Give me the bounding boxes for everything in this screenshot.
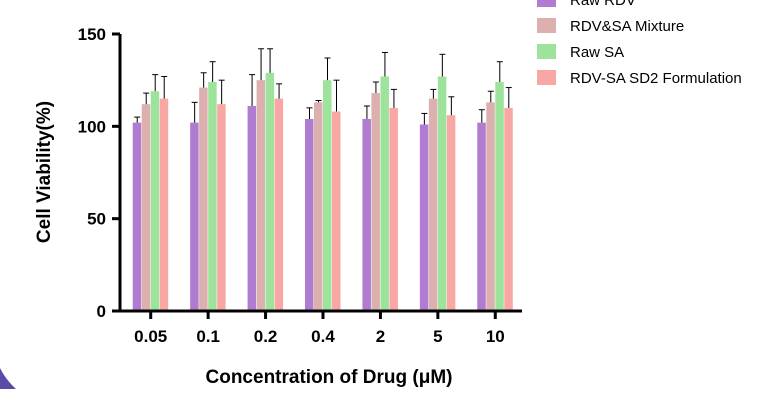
bar-4-1: [371, 93, 380, 312]
legend-swatch-3: [537, 70, 556, 85]
bar-6-3: [504, 107, 513, 311]
bar-2-2: [265, 72, 275, 311]
x-tick-label-3: 0.4: [311, 327, 335, 346]
x-tick-label-2: 0.2: [254, 327, 278, 346]
x-tick-label-1: 0.1: [196, 327, 220, 346]
bar-0-3: [159, 98, 169, 311]
bar-5-3: [446, 115, 456, 312]
bar-1-2: [208, 82, 217, 311]
legend-swatch-1: [537, 18, 556, 33]
bar-1-3: [217, 104, 226, 311]
bar-4-2: [380, 76, 389, 312]
bar-5-2: [437, 76, 447, 312]
bar-4-3: [389, 107, 398, 311]
bar-6-2: [495, 82, 504, 311]
bar-5-0: [419, 124, 429, 311]
bar-2-3: [274, 98, 284, 311]
x-tick-label-4: 2: [376, 327, 385, 346]
bar-0-1: [141, 104, 151, 311]
y-tick-label-3: 150: [78, 25, 106, 44]
y-tick-label-0: 0: [97, 302, 106, 321]
bar-0-0: [132, 122, 142, 311]
legend-swatch-0: [537, 0, 556, 7]
y-tick-label-1: 50: [87, 210, 106, 229]
bar-2-0: [247, 106, 257, 312]
legend-label-2: Raw SA: [570, 44, 624, 61]
bar-4-0: [362, 118, 371, 312]
legend-label-0: Raw RDV: [570, 0, 636, 9]
bar-3-3: [332, 111, 341, 311]
bar-3-1: [314, 102, 323, 312]
legend-label-1: RDV&SA Mixture: [570, 18, 684, 35]
x-tick-label-6: 10: [486, 327, 505, 346]
legend-swatch-2: [537, 44, 556, 59]
x-axis-title: Concentration of Drug (μM): [206, 367, 453, 388]
bar-6-0: [477, 122, 486, 311]
bar-3-0: [305, 118, 314, 312]
bar-2-1: [256, 80, 266, 312]
axes: 0 50 100 150 0.05 0.1 0.2 0.4 2 5 10: [78, 25, 522, 346]
bar-5-1: [428, 98, 438, 311]
bar-1-1: [199, 87, 208, 311]
x-tick-label-0: 0.05: [134, 327, 167, 346]
bar-3-2: [323, 80, 332, 312]
bars: [132, 48, 513, 312]
bar-1-0: [190, 122, 199, 311]
bar-0-2: [150, 91, 160, 311]
bar-6-1: [486, 102, 495, 312]
legend-label-3: RDV-SA SD2 Formulation: [570, 70, 742, 87]
corner-decoration: [0, 368, 16, 389]
y-axis-title: Cell Viability(%): [34, 101, 55, 243]
x-tick-label-5: 5: [433, 327, 442, 346]
y-tick-label-2: 100: [78, 117, 106, 136]
legend: Raw RDV RDV&SA Mixture Raw SA RDV-SA SD2 Fo…: [537, 0, 742, 87]
